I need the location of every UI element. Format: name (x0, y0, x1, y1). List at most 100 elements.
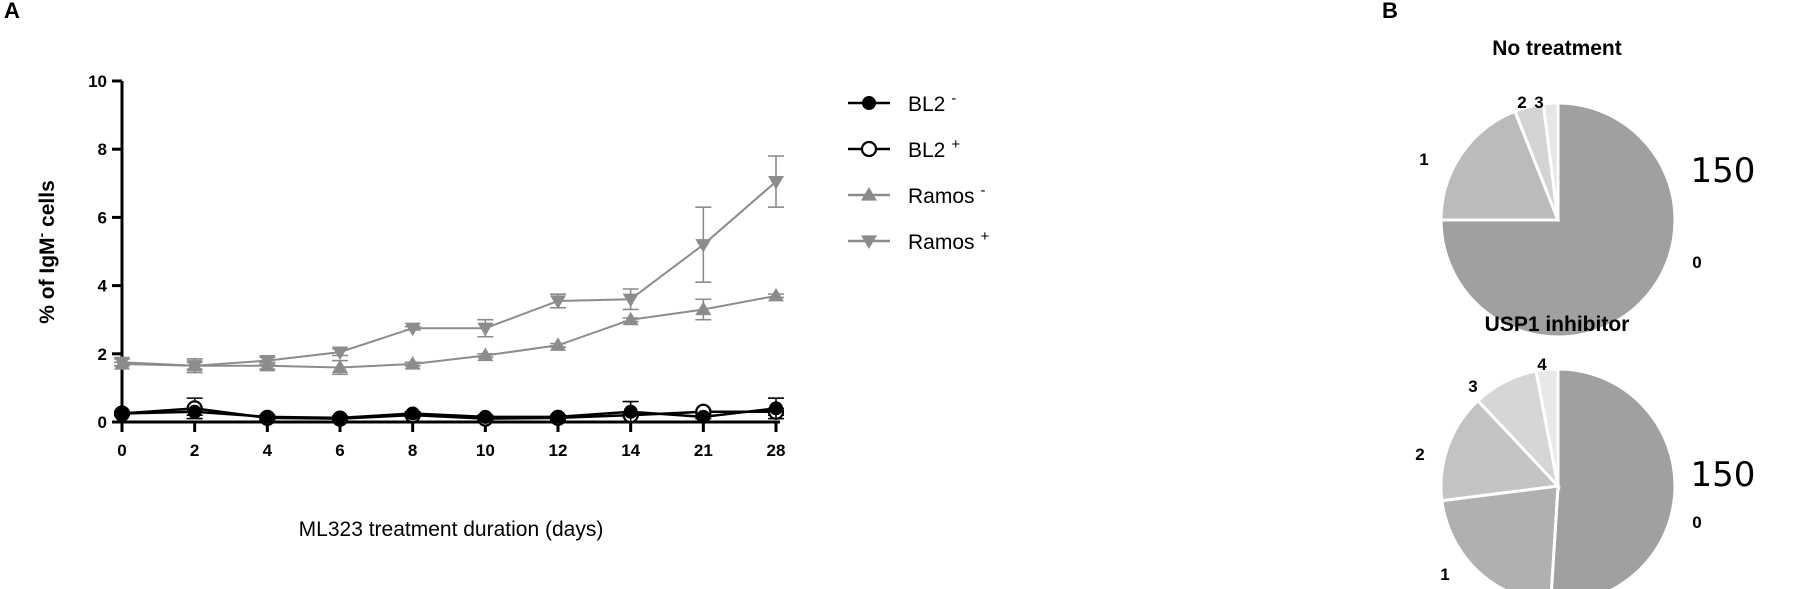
pie-slice (1439, 109, 1561, 222)
data-point (404, 356, 421, 370)
legend-label-sup: - (951, 90, 956, 107)
legend-label-name: BL2 (908, 93, 945, 116)
series-ramos-minus (114, 287, 784, 376)
legend-label-sup: + (981, 228, 990, 245)
x-tick-label: 2 (190, 441, 199, 460)
series-line (121, 407, 777, 420)
legend-item: BL2 + (848, 136, 960, 162)
data-point (259, 355, 276, 369)
pie-slice (1541, 101, 1560, 221)
pie-slice-label: 1 (1419, 150, 1428, 169)
legend-label: Ramos - (908, 182, 986, 208)
y-ticks: 0 2 4 6 8 10 (88, 72, 122, 432)
pie-slice-label: 4 (1537, 355, 1547, 374)
x-tick-label: 10 (476, 441, 495, 460)
legend-label: Ramos + (908, 228, 990, 254)
cell-count-usp1-inhibitor: 150 (1691, 455, 1756, 495)
data-point (695, 239, 712, 253)
pie-slice (1534, 367, 1560, 487)
pie-slice (1439, 398, 1562, 503)
x-ticks: 0 2 4 6 8 10 12 14 21 28 (117, 422, 785, 460)
series-ramos-plus (114, 155, 784, 374)
legend-label-sup: + (951, 136, 960, 153)
data-point (622, 311, 639, 326)
data-point (768, 175, 784, 190)
legend-label-name: Ramos (908, 231, 975, 254)
legend: BL2 -BL2 +Ramos -Ramos + (848, 90, 990, 254)
x-axis-title: ML323 treatment duration (days) (299, 518, 604, 541)
x-tick-label: 21 (694, 441, 713, 460)
data-point (186, 360, 203, 374)
y-tick-label: 4 (98, 277, 108, 296)
legend-item: Ramos - (848, 182, 986, 208)
y-tick-label: 0 (98, 413, 107, 432)
pie-title-usp1-inhibitor: USP1 inhibitor (1485, 313, 1630, 336)
data-point (477, 347, 494, 362)
legend-item: BL2- (848, 90, 956, 116)
panel-label-a: A (4, 0, 20, 23)
y-axis-title: % of IgM- cells (33, 180, 59, 324)
legend-label: BL2 + (908, 136, 960, 162)
y-tick-label: 6 (98, 208, 107, 227)
y-axis-title-sup: - (33, 232, 49, 237)
x-tick-label: 4 (263, 441, 273, 460)
series-layer (113, 155, 785, 427)
data-point (115, 406, 129, 421)
data-point (550, 337, 566, 351)
panel-label-b: B (1382, 0, 1398, 23)
y-tick-label: 8 (98, 140, 107, 159)
data-point (478, 409, 493, 424)
data-point (187, 404, 202, 419)
x-tick-label: 12 (549, 441, 568, 460)
pie-slice-label: 3 (1534, 93, 1543, 112)
pie-slice (1439, 101, 1677, 339)
data-point (404, 322, 421, 337)
data-point (623, 404, 638, 419)
pie-slice (1550, 367, 1677, 589)
pie-slice-label: 2 (1415, 445, 1424, 464)
legend-marker (862, 96, 876, 110)
y-tick-label: 10 (88, 72, 107, 91)
data-point (477, 322, 494, 337)
data-point (550, 295, 566, 309)
data-point (695, 301, 712, 316)
x-tick-label: 28 (767, 441, 786, 460)
legend-item: Ramos + (848, 228, 990, 254)
data-point (332, 359, 348, 374)
legend-label-name: BL2 (908, 139, 945, 162)
pie-chart-usp1-inhibitor: USP1 inhibitor 150 0 1 2 3 4 (1415, 313, 1755, 589)
pie-slice-label: 3 (1468, 377, 1477, 396)
pie-slice-label: 2 (1517, 93, 1526, 112)
data-point (333, 410, 347, 425)
y-axis-title-post: cells (36, 180, 59, 233)
x-tick-label: 6 (335, 441, 344, 460)
x-tick-label: 8 (408, 441, 417, 460)
series-line (121, 180, 777, 367)
y-axis-title-pre: % of IgM (36, 237, 59, 323)
legend-label-sup: - (981, 182, 986, 199)
legend-label: BL2- (908, 90, 956, 116)
x-tick-label: 14 (621, 441, 640, 460)
legend-label-name: Ramos (908, 185, 975, 208)
pie-slice-label: 0 (1692, 253, 1701, 272)
data-point (696, 409, 711, 424)
data-point (551, 409, 565, 424)
pie-title-no-treatment: No treatment (1492, 37, 1622, 60)
data-point (114, 356, 130, 371)
legend-marker (861, 235, 877, 249)
cell-count-no-treatment: 150 (1691, 151, 1756, 191)
series-bl2-minus (114, 397, 784, 425)
data-point (768, 287, 784, 302)
pie-chart-no-treatment: No treatment 150 0 1 2 3 (1419, 37, 1756, 339)
data-point (769, 401, 783, 416)
data-point (405, 406, 420, 421)
pie-slice (1440, 484, 1560, 589)
x-tick-label: 0 (117, 441, 126, 460)
pie-slice-label: 1 (1440, 565, 1449, 584)
data-point (332, 346, 348, 361)
pie-slice-label: 0 (1692, 513, 1701, 532)
legend-marker (861, 187, 877, 201)
data-point (260, 409, 275, 424)
